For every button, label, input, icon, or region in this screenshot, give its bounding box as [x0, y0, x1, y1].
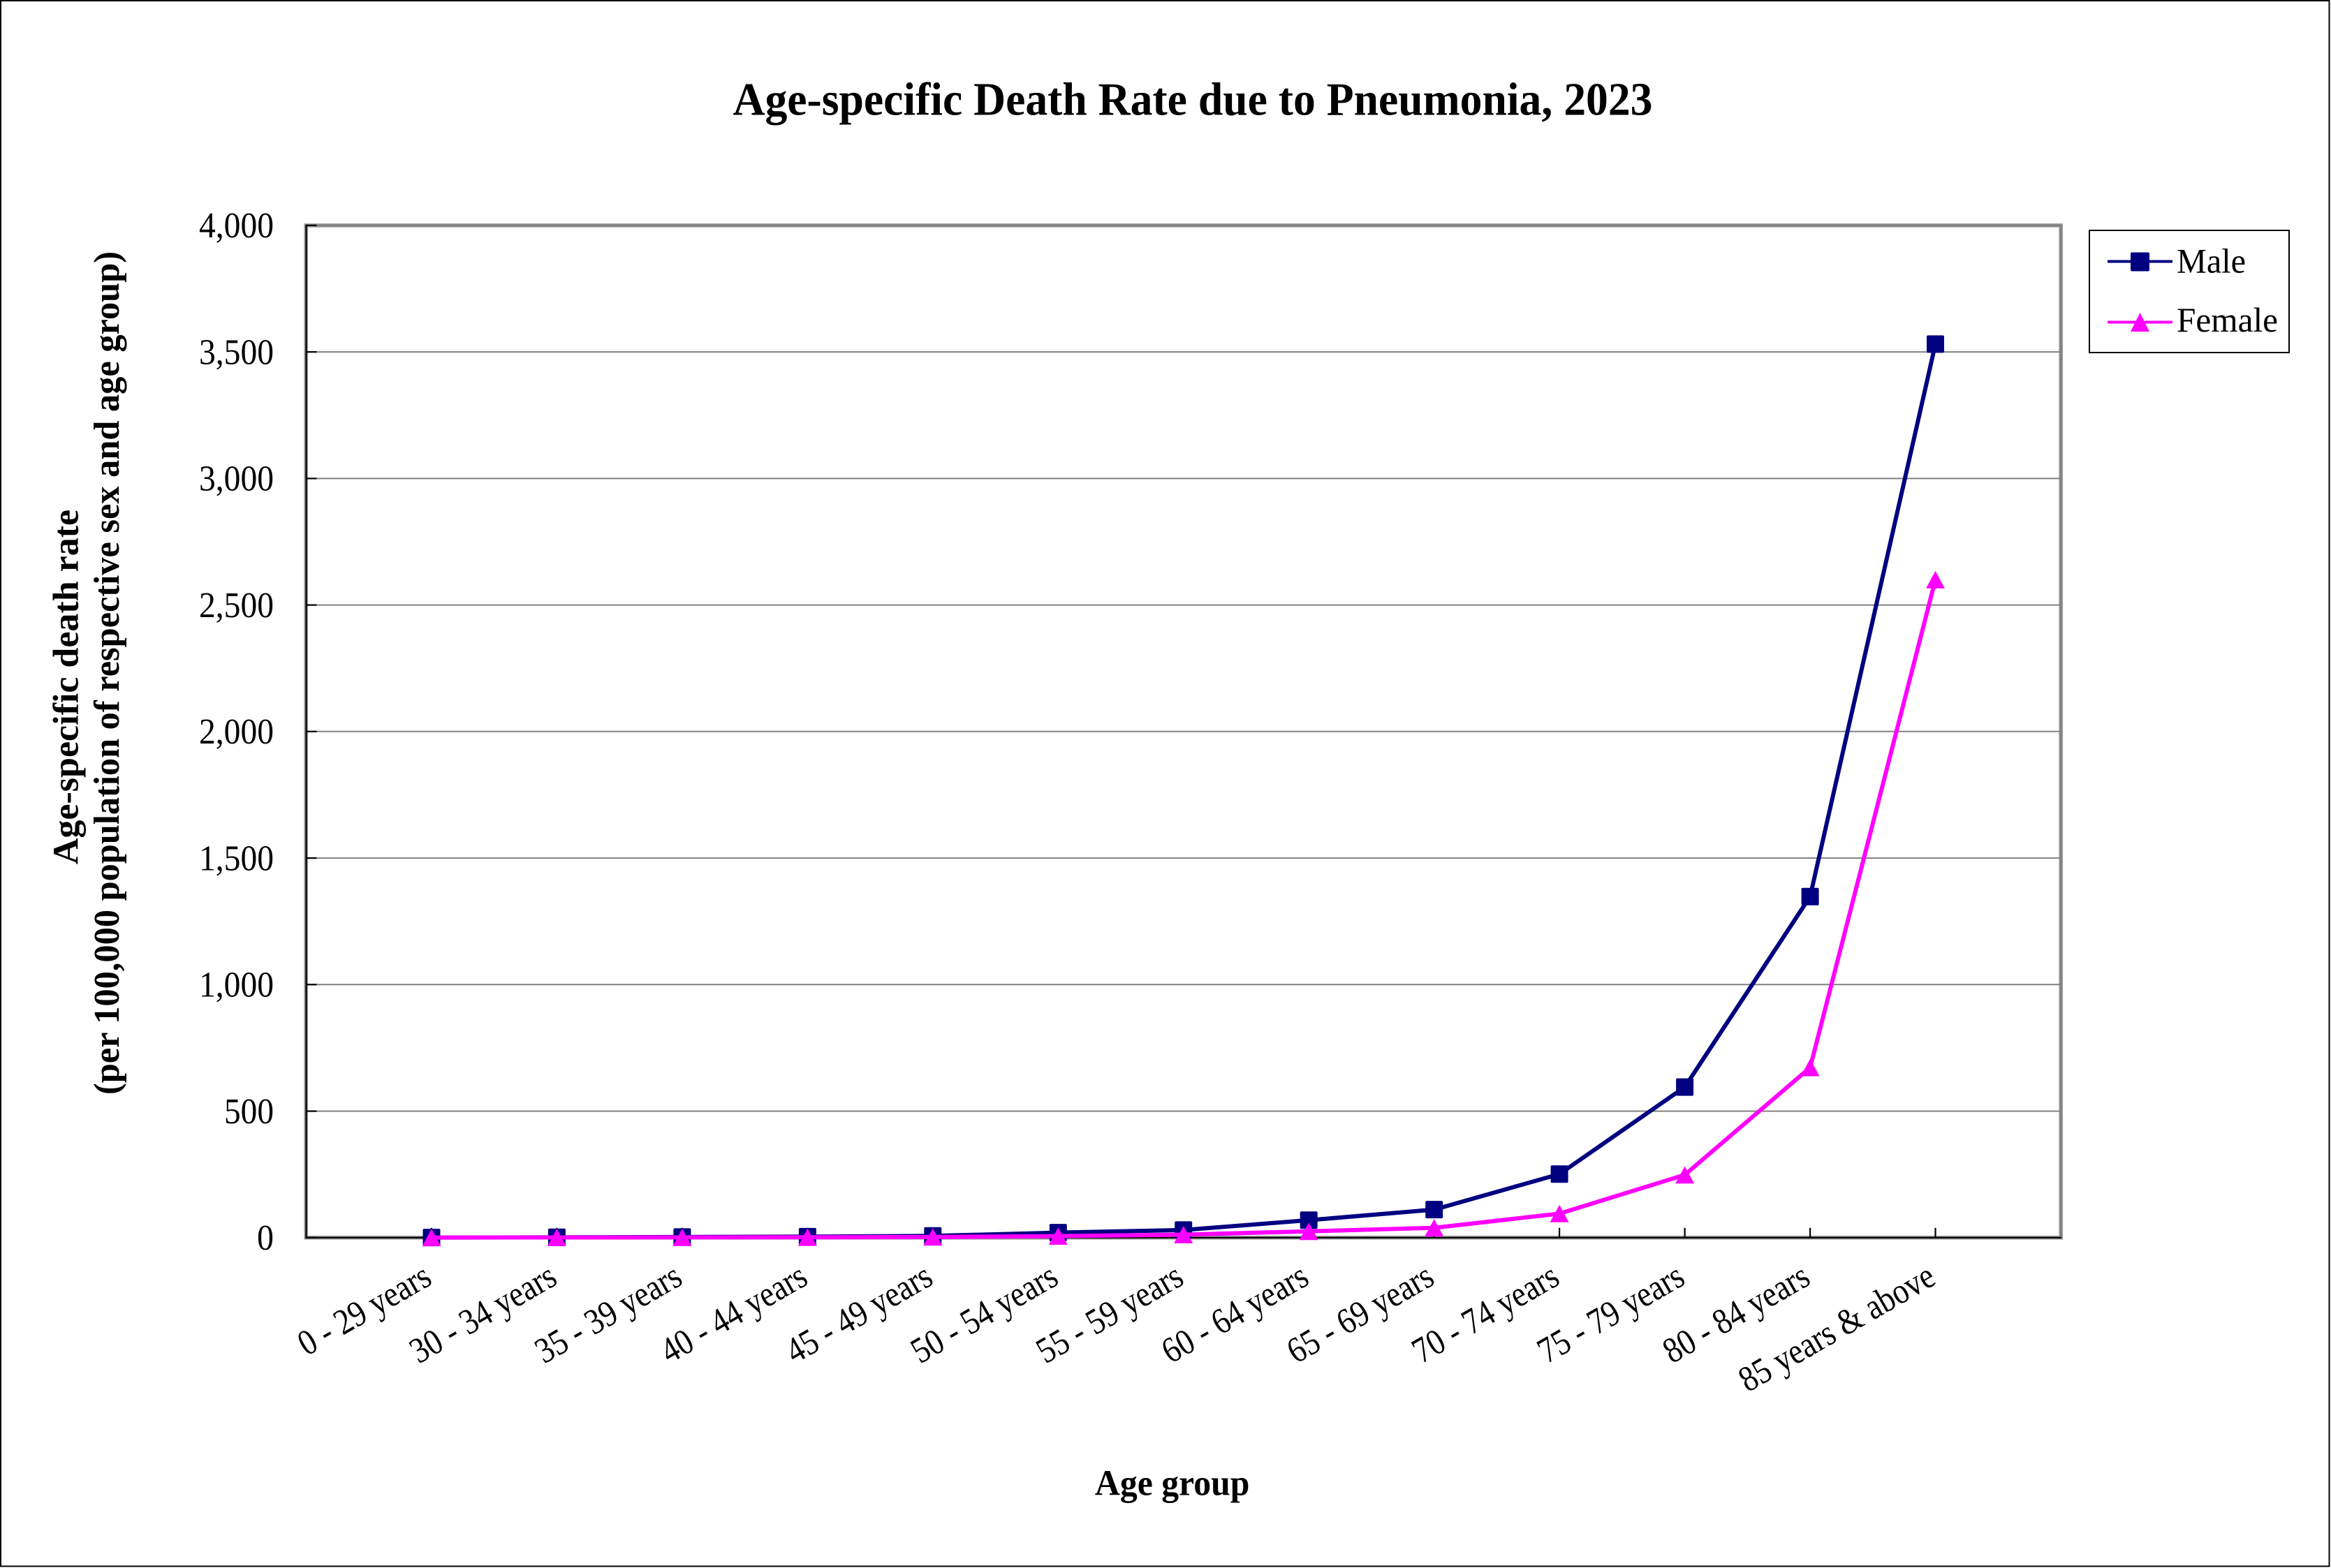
- svg-text:Male: Male: [2177, 242, 2246, 281]
- svg-text:(per 100,000 population of res: (per 100,000 population of respective se…: [87, 251, 127, 1095]
- svg-text:2,000: 2,000: [199, 712, 274, 752]
- svg-text:Female: Female: [2177, 300, 2278, 339]
- svg-text:3,000: 3,000: [199, 459, 274, 499]
- svg-text:Age-specific death rate: Age-specific death rate: [47, 510, 87, 864]
- svg-text:1,500: 1,500: [199, 838, 274, 878]
- svg-text:Age-specific Death Rate due to: Age-specific Death Rate due to Pneumonia…: [733, 74, 1653, 126]
- svg-text:3,500: 3,500: [199, 332, 274, 372]
- svg-text:Age group: Age group: [1095, 1464, 1250, 1504]
- svg-text:500: 500: [224, 1092, 274, 1132]
- svg-text:0: 0: [257, 1218, 274, 1258]
- svg-text:1,000: 1,000: [199, 966, 274, 1005]
- svg-text:4,000: 4,000: [199, 206, 274, 246]
- svg-text:2,500: 2,500: [199, 586, 274, 626]
